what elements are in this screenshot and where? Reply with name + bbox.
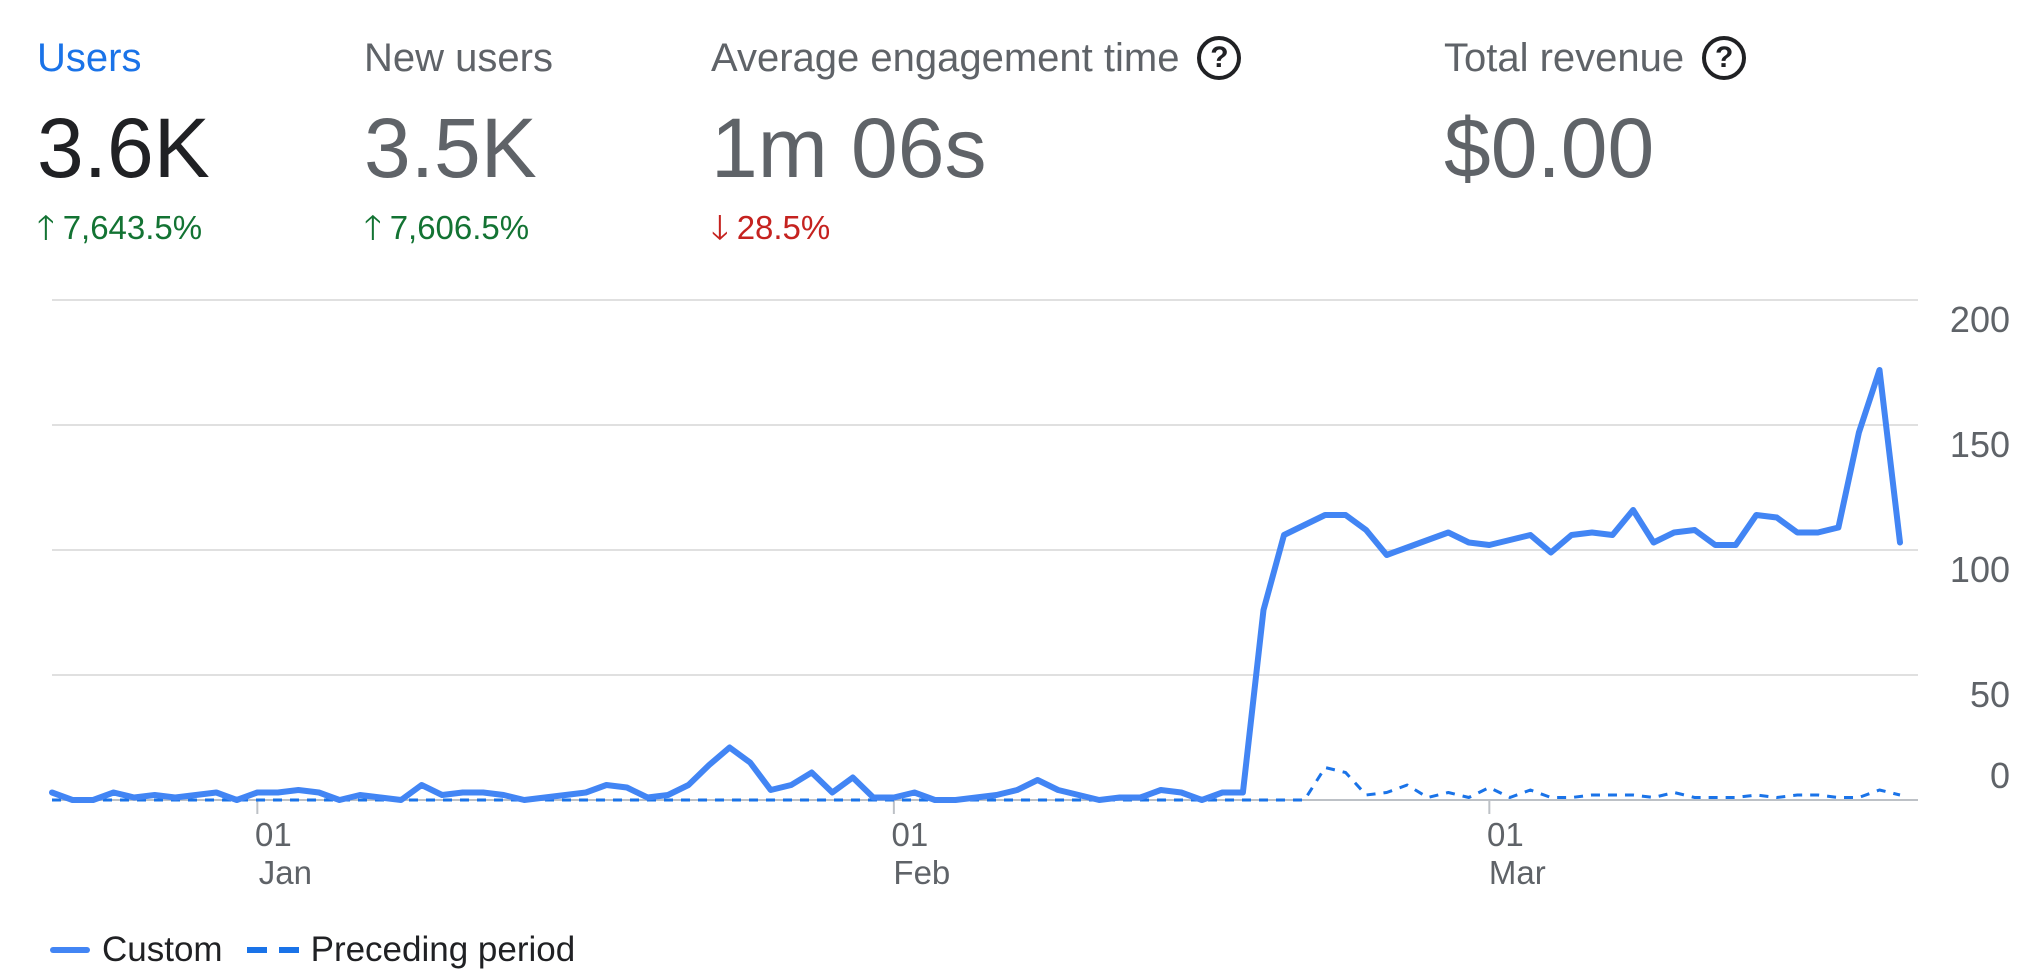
legend-preceding-swatch bbox=[246, 947, 299, 953]
legend-custom-label: Custom bbox=[102, 930, 223, 969]
arrow-up-icon: 🡑 bbox=[364, 209, 382, 247]
metric-avg-engagement-delta-value: 28.5% bbox=[736, 209, 831, 246]
legend-custom-swatch bbox=[50, 947, 90, 953]
x-tick-day: 01 bbox=[1487, 816, 1524, 853]
y-tick-label: 50 bbox=[1970, 674, 2010, 715]
metric-users-delta: 🡑 7,643.5% bbox=[37, 206, 210, 250]
metric-new-users[interactable]: New users 3.5K 🡑 7,606.5% bbox=[364, 30, 553, 250]
y-tick-label: 100 bbox=[1950, 549, 2010, 590]
y-tick-label: 0 bbox=[1990, 755, 2010, 796]
metric-users[interactable]: Users 3.6K 🡑 7,643.5% bbox=[37, 30, 210, 250]
y-tick-label: 150 bbox=[1950, 424, 2010, 465]
arrow-up-icon: 🡑 bbox=[37, 209, 55, 247]
chart-legend: Custom Preceding period bbox=[50, 930, 575, 970]
x-tick-month: Jan bbox=[259, 854, 312, 891]
x-tick-month: Mar bbox=[1489, 854, 1546, 891]
metric-avg-engagement-label: Average engagement time bbox=[711, 36, 1180, 80]
help-circle-icon[interactable]: ? bbox=[1197, 36, 1242, 80]
arrow-down-icon: 🡓 bbox=[711, 209, 729, 247]
metric-avg-engagement-label-row: Average engagement time ? bbox=[711, 30, 1242, 86]
metric-avg-engagement-delta: 🡓 28.5% bbox=[711, 206, 1241, 250]
x-tick-day: 01 bbox=[255, 816, 292, 853]
metric-avg-engagement[interactable]: Average engagement time ? 1m 06s 🡓 28.5% bbox=[711, 30, 1242, 250]
metric-total-revenue-label-row: Total revenue ? bbox=[1444, 30, 1747, 86]
legend-preceding-label: Preceding period bbox=[310, 930, 576, 969]
metric-total-revenue-value: $0.00 bbox=[1444, 101, 1655, 195]
metric-users-delta-value: 7,643.5% bbox=[62, 209, 203, 246]
metric-total-revenue[interactable]: Total revenue ? $0.00 bbox=[1444, 30, 1747, 195]
x-tick-day: 01 bbox=[892, 816, 929, 853]
metric-new-users-delta: 🡑 7,606.5% bbox=[364, 206, 553, 250]
help-circle-icon[interactable]: ? bbox=[1702, 36, 1747, 80]
x-tick-month: Feb bbox=[893, 854, 950, 891]
y-tick-label: 200 bbox=[1950, 299, 2010, 340]
metric-new-users-label: New users bbox=[364, 36, 553, 80]
metric-avg-engagement-value: 1m 06s bbox=[711, 101, 987, 195]
metric-users-value: 3.6K bbox=[37, 101, 210, 195]
metric-new-users-delta-value: 7,606.5% bbox=[389, 209, 530, 246]
metric-users-label: Users bbox=[37, 36, 142, 80]
metric-total-revenue-label: Total revenue bbox=[1444, 36, 1685, 80]
metric-new-users-value: 3.5K bbox=[364, 101, 537, 195]
series-custom-line bbox=[49, 367, 1903, 803]
